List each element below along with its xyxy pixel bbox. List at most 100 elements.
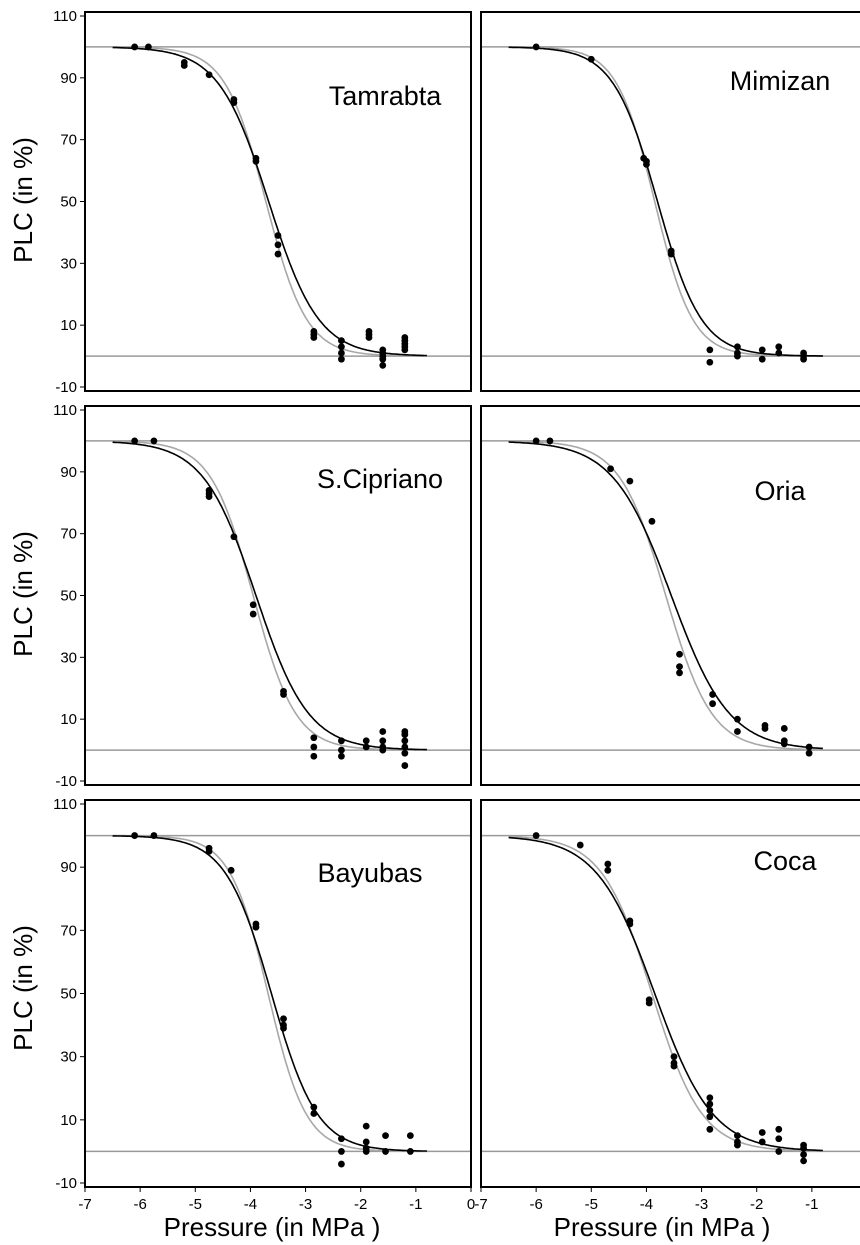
data-point	[280, 1024, 287, 1032]
data-point	[401, 749, 409, 757]
y-tick-label: -10	[55, 379, 77, 396]
panel-s-cipriano: S.Cipriano -10 10 30 50 70 90 110	[53, 402, 472, 790]
y-tick-label: 90	[60, 859, 77, 876]
data-point	[805, 749, 813, 757]
data-point	[338, 1148, 345, 1155]
panel-title: Coca	[753, 846, 817, 876]
data-point	[775, 343, 783, 351]
data-point	[379, 361, 387, 369]
data-point	[800, 1157, 807, 1165]
data-point	[706, 346, 714, 354]
data-point	[338, 1135, 345, 1143]
data-point	[401, 731, 409, 739]
y-axis-label-middle: PLC (in %)	[8, 531, 38, 657]
data-point	[362, 737, 370, 745]
x-tick-label: -6	[133, 1196, 146, 1213]
data-point	[249, 610, 257, 618]
data-point	[274, 232, 282, 239]
data-point	[310, 1110, 318, 1117]
data-point	[706, 1113, 714, 1121]
fit-curve-light	[508, 46, 823, 357]
data-point	[667, 250, 675, 258]
data-point	[587, 55, 595, 63]
y-tick-label: 70	[60, 922, 77, 939]
data-point	[643, 161, 650, 168]
y-tick-label: 50	[60, 588, 77, 605]
fit-curve-light	[508, 835, 823, 1152]
panel-title: Mimizan	[730, 66, 831, 96]
x-tick-label: -6	[529, 1196, 542, 1213]
data-point	[362, 743, 370, 751]
data-point	[338, 1160, 345, 1168]
data-point	[734, 728, 741, 735]
data-point	[252, 923, 260, 931]
data-point	[379, 355, 387, 363]
x-tick-label: -7	[474, 1196, 487, 1213]
data-point	[379, 746, 387, 754]
data-point	[775, 1125, 783, 1133]
data-point	[362, 1122, 370, 1130]
data-point	[382, 1132, 389, 1140]
fit-curve-light	[112, 834, 427, 1153]
y-tick-label: 30	[60, 255, 77, 272]
y-tick-label: 50	[60, 194, 77, 211]
y-tick-label: 110	[53, 796, 77, 813]
data-point	[338, 343, 345, 351]
data-point	[706, 1094, 714, 1102]
data-point	[150, 832, 158, 839]
data-point	[532, 832, 540, 839]
x-axis-label-right: Pressure (in MPa )	[554, 1212, 771, 1242]
data-point	[205, 847, 213, 855]
data-point	[150, 437, 158, 445]
data-point	[180, 62, 188, 69]
panel-title: Bayubas	[317, 858, 422, 888]
data-point	[338, 752, 345, 760]
data-point	[706, 1106, 714, 1114]
data-point	[145, 43, 152, 51]
data-point	[274, 241, 282, 249]
x-tick-label: -2	[354, 1196, 367, 1213]
data-point	[758, 1138, 766, 1146]
data-point	[401, 346, 409, 354]
data-point	[230, 533, 238, 541]
data-point	[338, 349, 345, 357]
data-point	[280, 1015, 287, 1023]
fit-curve-light	[112, 440, 427, 751]
data-point	[780, 740, 788, 748]
y-tick-label: 90	[60, 464, 77, 481]
panel-frame	[480, 11, 860, 392]
data-point	[379, 728, 387, 735]
x-tick-label: -7	[78, 1196, 91, 1213]
data-point	[800, 1151, 807, 1158]
data-point	[362, 1138, 370, 1146]
panel-coca: Coca-7-6-5-4-3-2-10	[474, 799, 860, 1213]
panel-frame	[84, 11, 472, 392]
fit-curve-dark	[112, 835, 427, 1152]
x-tick-label: -4	[244, 1196, 257, 1213]
y-axis-label-top: PLC (in %)	[8, 137, 38, 263]
data-point	[780, 725, 788, 732]
data-point	[709, 691, 716, 698]
data-point	[379, 737, 387, 745]
fit-curve-dark	[508, 46, 823, 357]
data-point	[532, 437, 540, 445]
x-tick-label: -2	[750, 1196, 763, 1213]
panel-mimizan: Mimizan	[480, 11, 860, 392]
fit-curve-dark	[508, 836, 823, 1152]
x-tick-label: -1	[805, 1196, 818, 1213]
data-point	[645, 999, 653, 1007]
data-point	[310, 743, 318, 751]
data-point	[338, 355, 345, 363]
data-point	[310, 334, 318, 341]
y-tick-label: 30	[60, 649, 77, 666]
panel-tamrabta: Tamrabta -10 10 30 50 70 90 110	[53, 8, 472, 396]
data-point	[734, 352, 741, 360]
panel-oria: Oria	[480, 405, 860, 786]
data-point	[280, 691, 287, 698]
data-point	[401, 743, 409, 751]
data-point	[131, 43, 139, 51]
data-point	[274, 250, 282, 258]
data-point	[800, 1144, 807, 1152]
y-tick-label: -10	[55, 1175, 77, 1192]
